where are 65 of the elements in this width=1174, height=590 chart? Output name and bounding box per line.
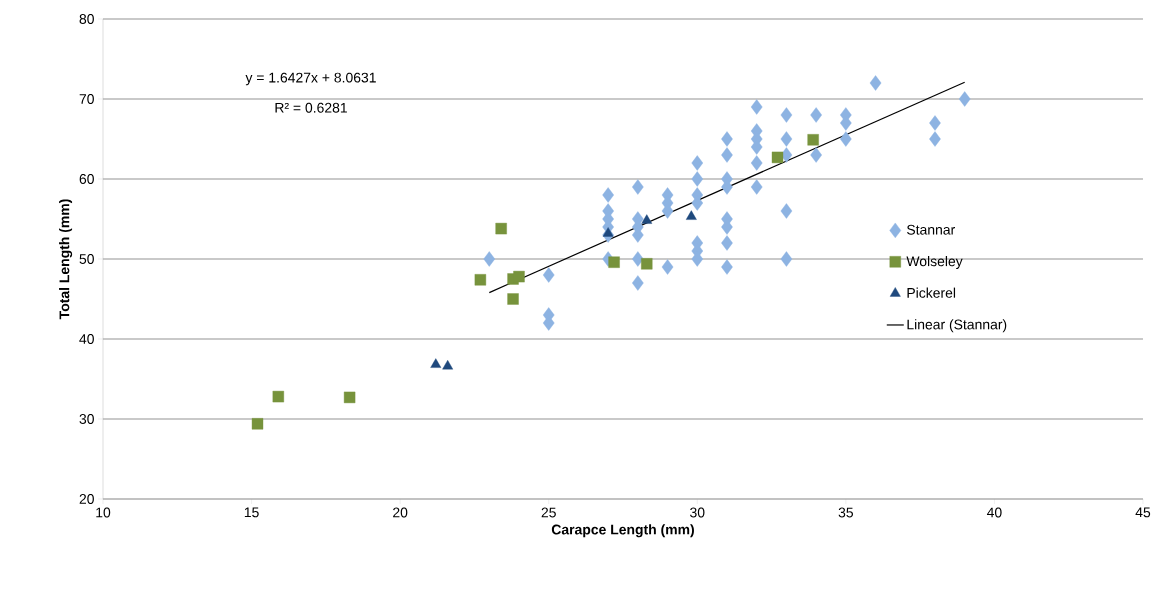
x-tick-label: 15: [244, 507, 259, 518]
point: [810, 107, 822, 123]
point: [507, 293, 519, 305]
point: [780, 251, 793, 267]
y-tick-label: 40: [79, 334, 94, 344]
y-tick-label: 50: [79, 254, 94, 264]
point: [840, 131, 852, 147]
point: [608, 256, 620, 268]
point: [685, 210, 697, 220]
x-tick-label: 40: [986, 507, 1002, 518]
point: [958, 91, 971, 107]
x-tick-label: 30: [690, 507, 705, 518]
point: [780, 107, 793, 123]
legend-label: Linear (Stannar): [907, 319, 1007, 333]
x-tick-label: 25: [541, 507, 556, 518]
point: [771, 151, 784, 164]
point: [632, 179, 644, 195]
point: [780, 203, 793, 219]
point: [929, 131, 941, 147]
y-tick-label: 60: [79, 174, 94, 184]
point: [929, 115, 941, 131]
point: [721, 147, 733, 163]
x-tick-label: 35: [838, 507, 854, 518]
annotation: y = 1.6427x + 8.0631: [245, 72, 376, 86]
annotation: R² = 0.6281: [275, 102, 347, 113]
point: [810, 147, 822, 163]
point: [721, 131, 733, 147]
point: [807, 134, 819, 146]
point: [661, 259, 674, 275]
y-tick-label: 80: [79, 14, 94, 24]
point: [750, 179, 763, 195]
x-tick-label: 20: [393, 507, 408, 518]
point: [721, 259, 733, 275]
point: [474, 274, 487, 286]
point: [602, 227, 614, 237]
point: [251, 418, 264, 430]
y-tick-label: 30: [79, 414, 94, 424]
point: [641, 258, 653, 270]
point: [691, 171, 704, 187]
point: [691, 155, 704, 171]
point: [641, 214, 653, 224]
y-tick-label: 20: [79, 494, 94, 504]
point: [632, 275, 644, 291]
point: [750, 99, 763, 115]
point: [780, 131, 793, 147]
point: [513, 270, 525, 283]
x-tick-label: 10: [96, 507, 111, 518]
point: [483, 251, 496, 267]
legend-label: Stannar: [907, 224, 955, 235]
point: [750, 155, 763, 171]
legend-label: Pickerel: [907, 287, 956, 298]
point: [542, 267, 555, 283]
point: [430, 358, 442, 368]
point: [495, 222, 507, 235]
point: [343, 391, 356, 404]
x-axis-title: Carapce Length (mm): [551, 524, 694, 538]
y-tick-label: 70: [79, 94, 94, 104]
legend-label: Wolseley: [906, 256, 963, 269]
x-tick-label: 45: [1135, 507, 1151, 518]
point: [602, 187, 614, 203]
y-axis-title: Total Length (mm): [59, 199, 73, 320]
point: [272, 390, 284, 403]
point: [442, 360, 454, 370]
point: [721, 235, 733, 251]
point: [869, 75, 882, 91]
